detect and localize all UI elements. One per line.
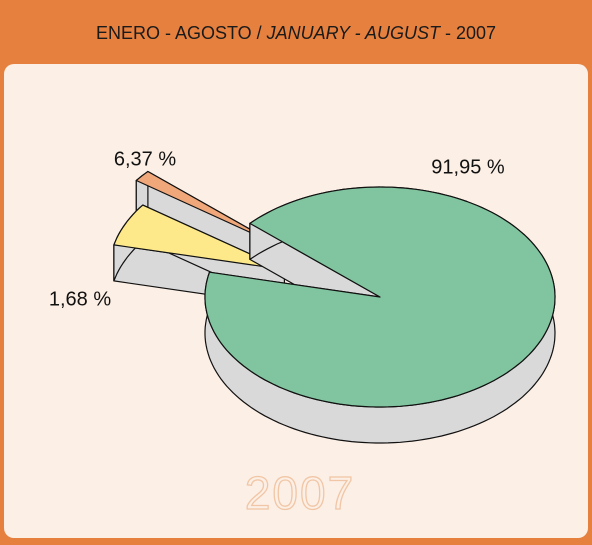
slice <box>204 186 556 408</box>
title-part: ENERO - AGOSTO / <box>96 23 267 43</box>
pie: 91,95 % 6,37 % 1,68 % <box>49 148 556 444</box>
title-part: - 2007 <box>440 23 496 43</box>
watermark: 2007 <box>245 467 355 519</box>
slice <box>113 204 285 271</box>
chart-title: ENERO - AGOSTO / JANUARY - AUGUST - 2007 <box>96 23 496 43</box>
data-label: 91,95 % <box>431 156 505 178</box>
title-part: JANUARY - AUGUST <box>266 23 442 43</box>
slice <box>135 170 279 246</box>
data-label: 6,37 % <box>114 148 176 170</box>
data-label: 1,68 % <box>49 288 111 310</box>
